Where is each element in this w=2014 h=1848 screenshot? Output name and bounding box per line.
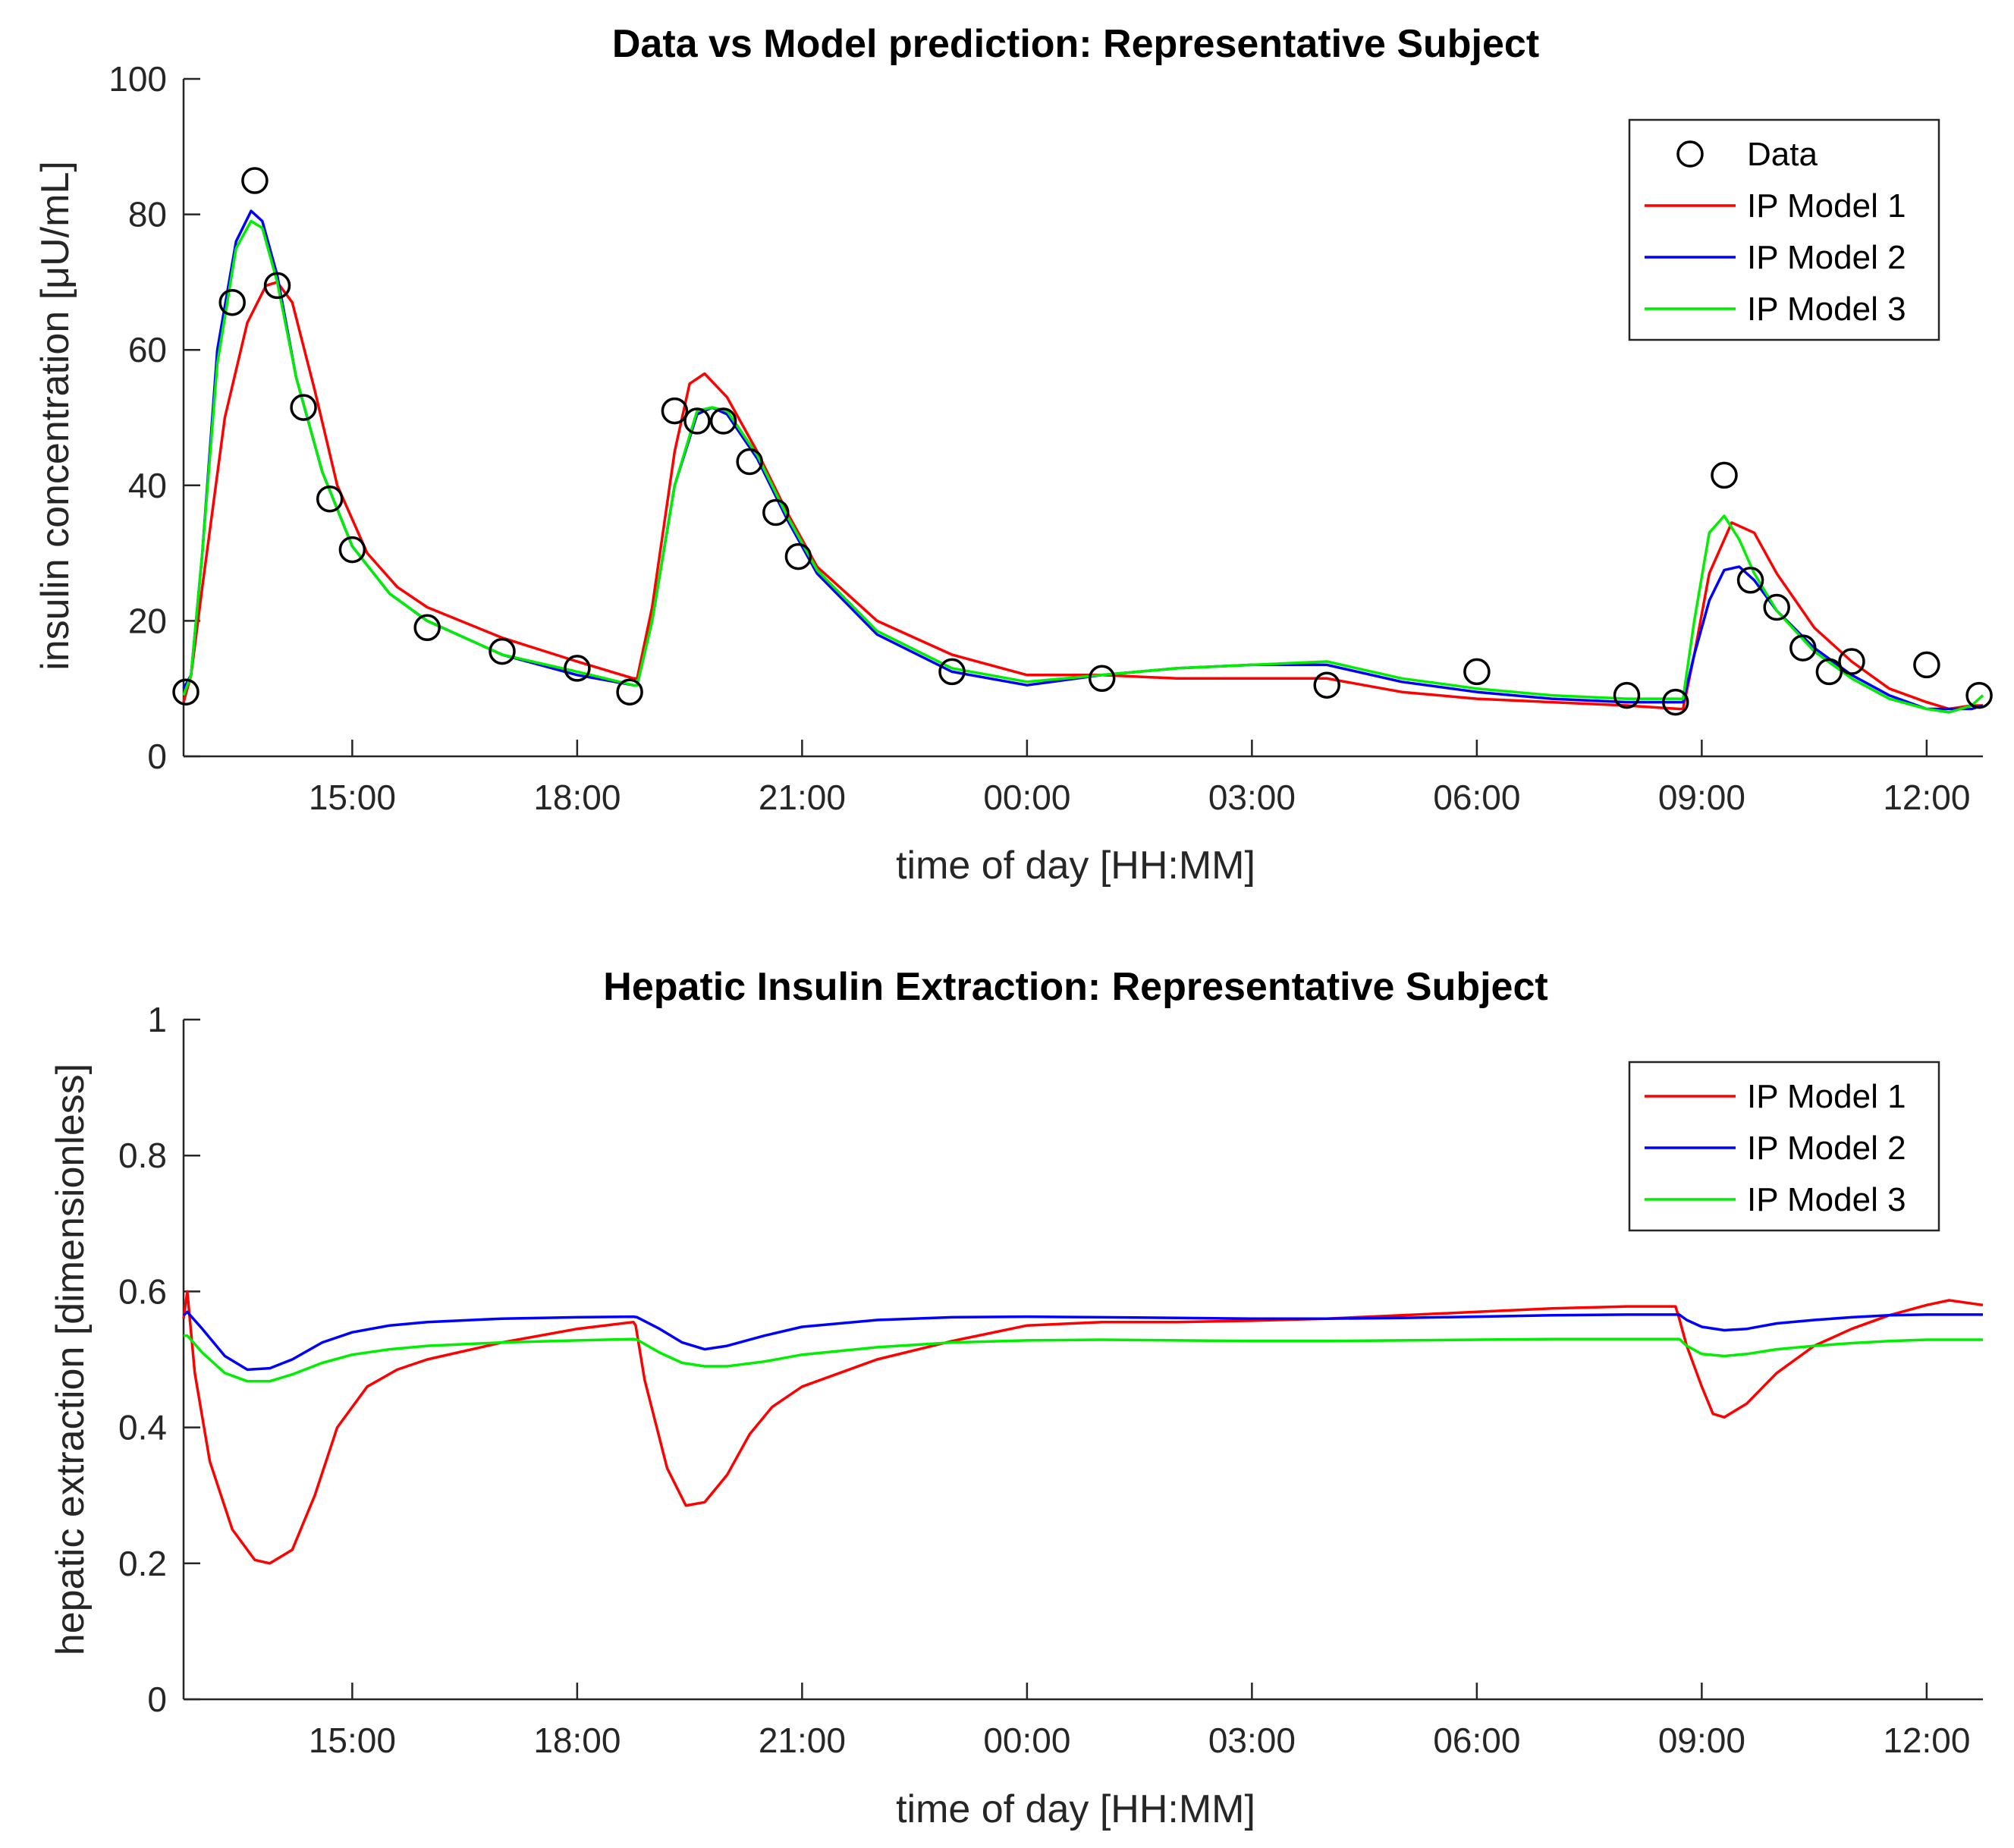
insulin-chart-series bbox=[172, 167, 1993, 716]
hepatic-y-tick-label: 0.2 bbox=[118, 1544, 167, 1583]
hepatic-y-tick-label: 0.4 bbox=[118, 1408, 167, 1447]
hepatic-series-line-3 bbox=[184, 1334, 1983, 1383]
hepatic-x-tick-label: 09:00 bbox=[1658, 1721, 1745, 1760]
insulin-legend-label: IP Model 1 bbox=[1747, 187, 1906, 225]
data-point bbox=[1662, 688, 1689, 716]
data-point bbox=[1913, 651, 1940, 679]
hepatic-chart-title: Hepatic Insulin Extraction: Representati… bbox=[603, 965, 1547, 1009]
insulin-x-tick-label: 18:00 bbox=[533, 778, 621, 817]
hepatic-legend-label: IP Model 2 bbox=[1747, 1130, 1906, 1167]
hepatic-chart-legend: IP Model 1 IP Model 2 IP Model 3 bbox=[1628, 1061, 1940, 1232]
insulin-y-tick-label: 0 bbox=[147, 737, 167, 776]
data-point bbox=[338, 536, 366, 564]
data-point bbox=[564, 655, 591, 682]
data-point bbox=[241, 167, 269, 194]
insulin-y-tick-label: 60 bbox=[128, 330, 167, 369]
hepatic-chart-series bbox=[182, 1290, 1984, 1565]
insulin-y-tick-label: 100 bbox=[108, 59, 167, 99]
data-point bbox=[938, 658, 966, 686]
data-point bbox=[489, 637, 516, 665]
data-point bbox=[316, 485, 344, 513]
data-point bbox=[1088, 665, 1116, 693]
data-point bbox=[1313, 671, 1340, 699]
data-point bbox=[1965, 681, 1993, 709]
insulin-series-line-3 bbox=[182, 219, 1984, 714]
data-point bbox=[290, 394, 317, 421]
insulin-y-tick-label: 20 bbox=[128, 601, 167, 640]
data-point bbox=[762, 498, 790, 526]
hepatic-y-tick-label: 1 bbox=[147, 1000, 167, 1039]
insulin-legend-label: Data bbox=[1747, 136, 1818, 173]
insulin-legend-box bbox=[1628, 118, 1940, 341]
hepatic-x-tick-label: 15:00 bbox=[309, 1721, 396, 1760]
insulin-x-tick-label: 21:00 bbox=[759, 778, 846, 817]
insulin-y-tick-label: 80 bbox=[128, 195, 167, 234]
data-point bbox=[218, 288, 246, 316]
hepatic-y-tick-label: 0.6 bbox=[118, 1271, 167, 1311]
insulin-y-tick-label: 40 bbox=[128, 466, 167, 505]
data-point bbox=[661, 397, 689, 425]
data-point bbox=[1711, 461, 1738, 489]
insulin-legend-label: IP Model 2 bbox=[1747, 239, 1906, 276]
data-point bbox=[616, 678, 643, 706]
data-point bbox=[784, 542, 812, 570]
data-point bbox=[736, 448, 763, 476]
data-point bbox=[1736, 567, 1764, 594]
insulin-legend-label: IP Model 3 bbox=[1747, 291, 1906, 328]
insulin-chart: Data vs Model prediction: Representative… bbox=[33, 22, 1993, 888]
data-point bbox=[683, 407, 711, 435]
data-point bbox=[1463, 658, 1491, 686]
hepatic-x-tick-label: 18:00 bbox=[533, 1721, 621, 1760]
hepatic-x-tick-label: 21:00 bbox=[759, 1721, 846, 1760]
hepatic-x-tick-label: 00:00 bbox=[983, 1721, 1070, 1760]
hepatic-legend-label: IP Model 1 bbox=[1747, 1078, 1906, 1115]
data-point bbox=[1815, 658, 1843, 686]
hepatic-y-tick-label: 0 bbox=[147, 1680, 167, 1719]
insulin-x-tick-label: 06:00 bbox=[1433, 778, 1520, 817]
data-point bbox=[1789, 634, 1817, 662]
hepatic-series-line-2 bbox=[182, 1310, 1983, 1372]
insulin-x-tick-label: 00:00 bbox=[983, 778, 1070, 817]
insulin-chart-legend: Data IP Model 1 IP Model 2 IP Model 3 bbox=[1628, 118, 1940, 341]
data-point bbox=[1763, 593, 1790, 621]
hepatic-y-tick-label: 0.8 bbox=[118, 1136, 167, 1175]
data-point bbox=[413, 614, 441, 642]
hepatic-x-tick-label: 12:00 bbox=[1883, 1721, 1970, 1760]
insulin-legend-marker bbox=[1676, 140, 1704, 168]
hepatic-chart-axes: 15:00 18:00 21:00 00:00 03:00 06:00 09:00 12:00… bbox=[118, 1000, 1983, 1760]
data-point bbox=[1613, 681, 1641, 709]
insulin-chart-ylabel: insulin concentration [μU/mL] bbox=[33, 161, 77, 671]
insulin-chart-xlabel: time of day [HH:MM] bbox=[896, 844, 1255, 888]
data-point bbox=[172, 678, 200, 706]
insulin-x-tick-label: 09:00 bbox=[1658, 778, 1745, 817]
hepatic-chart-ylabel: hepatic extraction [dimensionless] bbox=[49, 1064, 93, 1655]
hepatic-x-tick-label: 03:00 bbox=[1208, 1721, 1296, 1760]
insulin-x-tick-label: 03:00 bbox=[1208, 778, 1296, 817]
hepatic-series-line-1 bbox=[182, 1290, 1984, 1565]
hepatic-chart: Hepatic Insulin Extraction: Representati… bbox=[49, 965, 1984, 1831]
hepatic-legend-box bbox=[1628, 1061, 1940, 1232]
hepatic-legend-label: IP Model 3 bbox=[1747, 1181, 1906, 1218]
insulin-x-tick-label: 12:00 bbox=[1883, 778, 1970, 817]
data-point bbox=[1838, 648, 1865, 675]
hepatic-x-tick-label: 06:00 bbox=[1433, 1721, 1520, 1760]
hepatic-chart-xlabel: time of day [HH:MM] bbox=[896, 1787, 1255, 1831]
data-point bbox=[263, 272, 291, 300]
data-point bbox=[709, 407, 737, 435]
insulin-x-tick-label: 15:00 bbox=[309, 778, 396, 817]
insulin-series-line-1 bbox=[182, 281, 1983, 711]
insulin-chart-title: Data vs Model prediction: Representative… bbox=[612, 22, 1539, 66]
insulin-chart-axes: 15:00 18:00 21:00 00:00 03:00 06:00 09:00 12:00… bbox=[108, 59, 1983, 817]
